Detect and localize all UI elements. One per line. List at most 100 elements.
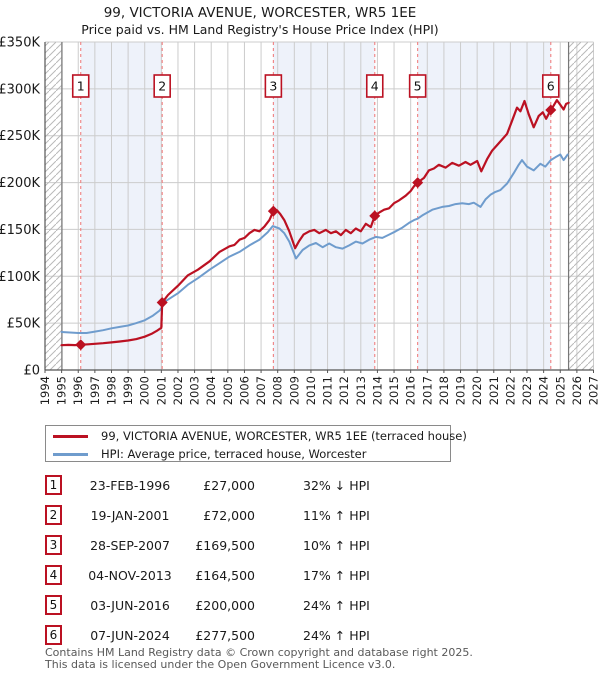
x-axis-tick-label: 2023 <box>520 376 534 405</box>
x-axis-tick-label: 2016 <box>404 376 418 405</box>
legend-label-hpi: HPI: Average price, terraced house, Worc… <box>101 447 367 461</box>
x-axis-tick-label: 2003 <box>188 376 202 405</box>
x-axis-tick-label: 1997 <box>88 376 102 405</box>
license-footer: Contains HM Land Registry data © Crown c… <box>45 646 473 672</box>
x-axis-tick-label: 2006 <box>237 376 251 405</box>
ownership-band <box>273 42 375 370</box>
y-axis-tick-label: £350K <box>0 36 40 51</box>
sale-number-badge: 4 <box>45 565 62 585</box>
x-axis-tick-label: 2015 <box>387 376 401 405</box>
x-axis-tick-label: 1999 <box>121 376 135 405</box>
sale-marker <box>545 104 557 116</box>
table-row: 4 04-NOV-2013 £164,500 17% ↑ HPI <box>45 560 485 590</box>
sale-marker <box>267 205 279 217</box>
x-axis-tick-label: 2009 <box>287 376 301 405</box>
sale-number-badge: 6 <box>45 625 62 645</box>
table-row: 2 19-JAN-2001 £72,000 11% ↑ HPI <box>45 500 485 530</box>
sale-date: 07-JUN-2024 <box>90 627 170 643</box>
x-axis-tick-label: 2010 <box>304 376 318 405</box>
y-axis-tick-label: £150K <box>0 223 40 238</box>
sale-number-label: 5 <box>414 79 422 94</box>
x-axis-tick-label: 2018 <box>437 376 451 405</box>
sale-vs-hpi: 24% ↑ HPI <box>303 627 370 643</box>
table-row: 1 23-FEB-1996 £27,000 32% ↓ HPI <box>45 470 485 500</box>
y-axis-tick-label: £0 <box>23 364 40 379</box>
x-axis-tick-label: 2025 <box>553 376 567 405</box>
sale-vs-hpi: 24% ↑ HPI <box>303 597 370 613</box>
sale-number-label: 6 <box>547 79 555 94</box>
sale-number-label: 1 <box>77 79 85 94</box>
x-axis-tick-label: 2001 <box>154 376 168 405</box>
footer-line-1: Contains HM Land Registry data © Crown c… <box>45 646 473 659</box>
sale-vs-hpi: 10% ↑ HPI <box>303 537 370 553</box>
sale-marker <box>369 210 381 222</box>
sale-number-badge: 2 <box>45 505 62 525</box>
sale-date: 03-JUN-2016 <box>90 597 170 613</box>
ownership-band <box>80 42 163 370</box>
x-axis-tick-label: 2019 <box>454 376 468 405</box>
sale-date: 23-FEB-1996 <box>89 477 171 493</box>
x-axis-tick-label: 1994 <box>38 376 52 405</box>
x-axis-tick-label: 2022 <box>503 376 517 405</box>
table-row: 5 03-JUN-2016 £200,000 24% ↑ HPI <box>45 590 485 620</box>
x-axis-tick-label: 2021 <box>487 376 501 405</box>
sale-number-badge: 1 <box>45 475 62 495</box>
x-axis-tick-label: 2020 <box>470 376 484 405</box>
sale-vs-hpi: 11% ↑ HPI <box>303 507 370 523</box>
sale-price: £277,500 <box>195 627 255 643</box>
no-data-hatch <box>568 42 594 370</box>
x-axis-tick-label: 2026 <box>570 376 584 405</box>
sale-number-label: 3 <box>269 79 277 94</box>
legend-label-property: 99, VICTORIA AVENUE, WORCESTER, WR5 1EE … <box>101 429 467 443</box>
y-axis-tick-label: £50K <box>7 317 41 332</box>
x-axis-tick-label: 1995 <box>55 376 69 405</box>
sale-marker <box>412 177 424 189</box>
sale-price: £169,500 <box>195 537 255 553</box>
x-axis-tick-label: 2004 <box>204 376 218 405</box>
page-subtitle: Price paid vs. HM Land Registry's House … <box>81 22 439 38</box>
price-chart: 1 2 3 4 5 6 £0 £50K £100K £150K £200K £250K £300K £35… <box>0 36 600 406</box>
property-line-series <box>60 98 570 347</box>
sale-marker <box>156 297 168 309</box>
table-row: 3 28-SEP-2007 £169,500 10% ↑ HPI <box>45 530 485 560</box>
sale-number-box <box>541 74 560 98</box>
y-axis-tick-label: £250K <box>0 129 40 144</box>
page-title: 99, VICTORIA AVENUE, WORCESTER, WR5 1EE <box>103 5 417 21</box>
x-axis-tick-label: 2017 <box>420 376 434 405</box>
sale-number-box <box>408 74 427 98</box>
x-axis-tick-label: 2007 <box>254 376 268 405</box>
sale-price: £27,000 <box>203 477 255 493</box>
chart-title-block: 99, VICTORIA AVENUE, WORCESTER, WR5 1EE … <box>0 4 520 38</box>
x-axis-tick-label: 2002 <box>171 376 185 405</box>
hpi-line-series <box>60 153 569 334</box>
y-axis-tick-label: £100K <box>0 270 40 285</box>
x-axis-tick-label: 2008 <box>271 376 285 405</box>
sales-table: 1 23-FEB-1996 £27,000 32% ↓ HPI 2 19-JAN… <box>45 470 485 650</box>
sale-number-box <box>153 74 171 98</box>
legend-entry-hpi: HPI: Average price, terraced house, Worc… <box>46 445 366 463</box>
legend-entry-property: 99, VICTORIA AVENUE, WORCESTER, WR5 1EE … <box>46 427 467 445</box>
property-line-icon <box>53 434 88 438</box>
x-axis-tick-label: 2000 <box>138 376 152 405</box>
sale-marker <box>75 339 87 351</box>
x-axis-tick-label: 2024 <box>537 376 551 405</box>
x-axis-tick-label: 1996 <box>71 376 85 405</box>
x-axis-tick-label: 2011 <box>321 376 335 405</box>
sale-vs-hpi: 17% ↑ HPI <box>303 567 370 583</box>
table-row: 6 07-JUN-2024 £277,500 24% ↑ HPI <box>45 620 485 650</box>
sale-price: £164,500 <box>195 567 255 583</box>
ownership-band <box>417 42 551 370</box>
sale-number-box <box>365 74 384 98</box>
sale-number-badge: 5 <box>45 595 62 615</box>
x-axis-tick-label: 2027 <box>587 376 600 405</box>
sale-number-box <box>71 74 90 98</box>
x-axis-tick-label: 2014 <box>370 376 384 405</box>
sale-vs-hpi: 32% ↓ HPI <box>303 477 370 493</box>
chart-legend: 99, VICTORIA AVENUE, WORCESTER, WR5 1EE … <box>45 425 467 463</box>
x-axis-tick-label: 2012 <box>337 376 351 405</box>
sale-price: £200,000 <box>195 597 255 613</box>
sale-number-label: 2 <box>158 79 166 94</box>
sale-date: 04-NOV-2013 <box>88 567 172 583</box>
x-axis-tick-label: 2005 <box>221 376 235 405</box>
sale-number-badge: 3 <box>45 535 62 555</box>
